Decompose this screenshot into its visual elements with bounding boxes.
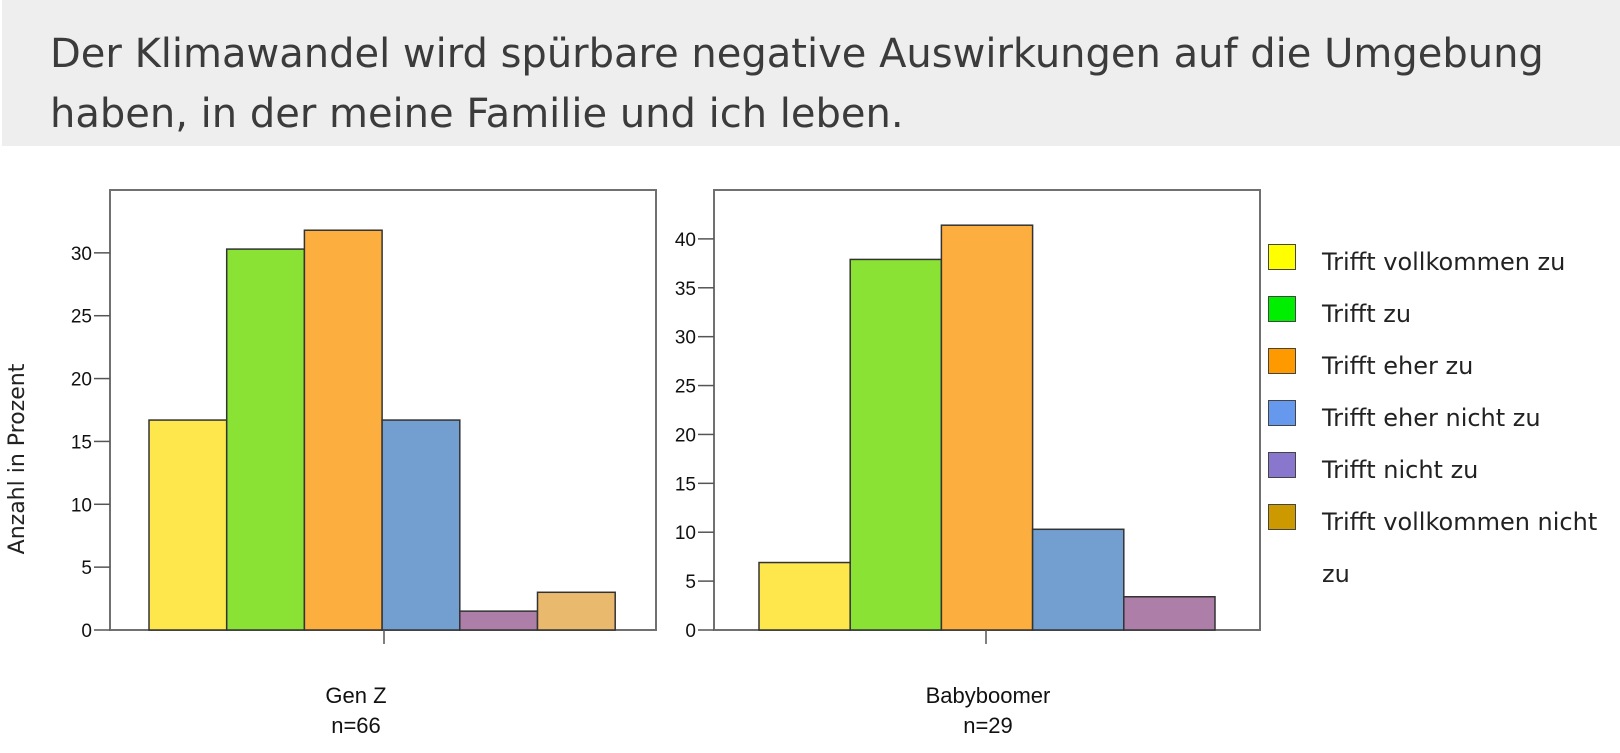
chart-gen-z: 0 5 10 15 20 25 30 Gen Z n=66 (71, 189, 657, 738)
legend-item: Trifft vollkommen nicht zu (1268, 496, 1620, 588)
y-tick-label: 25 (675, 377, 696, 398)
legend-swatch (1268, 452, 1296, 478)
y-tick-label: 5 (685, 572, 696, 593)
bar (1123, 596, 1216, 631)
y-tick-label: 15 (71, 432, 92, 453)
chart-babyboomer: 0 5 10 15 20 25 30 35 40 Babyboomer n=29 (675, 189, 1261, 738)
y-tick-label: 10 (71, 495, 92, 516)
legend-label: Trifft zu (1322, 300, 1412, 328)
legend-swatch (1268, 504, 1296, 530)
x-category-label: Gen Z (325, 683, 386, 708)
legend-swatch (1268, 400, 1296, 426)
bar (459, 610, 539, 631)
x-sample-size-label: n=29 (963, 713, 1013, 738)
legend-label: Trifft eher nicht zu (1322, 404, 1541, 432)
legend-item: Trifft eher nicht zu (1268, 392, 1620, 444)
bar (148, 419, 228, 631)
y-tick-label: 30 (71, 244, 92, 265)
bar (536, 591, 616, 631)
y-axis-label: Anzahl in Prozent (5, 363, 30, 554)
bar (303, 229, 383, 631)
y-tick-label: 40 (675, 230, 696, 251)
legend-item: Trifft zu (1268, 288, 1620, 340)
y-tick-label: 0 (81, 621, 92, 642)
y-tick-label: 5 (81, 558, 92, 579)
legend-swatch (1268, 348, 1296, 374)
x-sample-size-label: n=66 (331, 713, 381, 738)
legend-swatch (1268, 296, 1296, 322)
bar (758, 561, 851, 631)
legend-swatch (1268, 244, 1296, 270)
y-tick-label: 10 (675, 523, 696, 544)
legend: Trifft vollkommen zu Trifft zu Trifft eh… (1268, 236, 1620, 588)
legend-label: Trifft vollkommen zu (1322, 248, 1566, 276)
bar (1031, 528, 1125, 631)
y-tick-label: 30 (675, 328, 696, 349)
y-tick-label: 15 (675, 474, 696, 495)
legend-item: Trifft nicht zu (1268, 444, 1620, 496)
bar (225, 248, 306, 631)
legend-item: Trifft vollkommen zu (1268, 236, 1620, 288)
bar (381, 419, 461, 631)
question-title: Der Klimawandel wird spürbare negative A… (50, 31, 1544, 137)
x-category-label: Babyboomer (926, 683, 1051, 708)
y-tick-label: 0 (685, 621, 696, 642)
question-header: Der Klimawandel wird spürbare negative A… (2, 0, 1620, 146)
bar (940, 224, 1034, 631)
legend-label: Trifft vollkommen nicht zu (1322, 508, 1598, 588)
y-tick-label: 35 (675, 279, 696, 300)
y-tick-label: 20 (71, 370, 92, 391)
legend-item: Trifft eher zu (1268, 340, 1620, 392)
legend-label: Trifft eher zu (1322, 352, 1474, 380)
legend-label: Trifft nicht zu (1322, 456, 1479, 484)
y-tick-label: 20 (675, 425, 696, 446)
bar (849, 258, 943, 631)
y-tick-label: 25 (71, 307, 92, 328)
